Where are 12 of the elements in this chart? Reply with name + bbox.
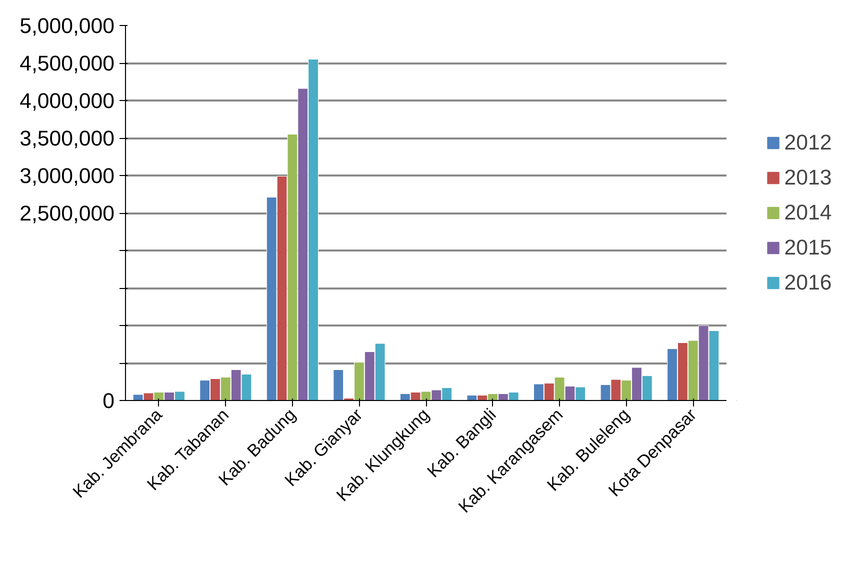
legend-label: 2014	[784, 200, 832, 225]
legend-label: 2015	[784, 235, 832, 260]
legend-label: 2012	[784, 130, 832, 155]
y-tick-label: 2,500,000	[20, 202, 115, 226]
y-tick-label: 0	[102, 389, 115, 413]
y-tick-label: 3,500,000	[20, 126, 115, 150]
legend-label: 2013	[784, 165, 832, 190]
y-tick-label: 5,000,000	[20, 14, 115, 38]
legend-label: 2016	[784, 270, 832, 295]
y-tick-label: 4,000,000	[20, 89, 115, 113]
y-tick-label: 3,000,000	[20, 164, 115, 188]
y-tick-label: 4,500,000	[20, 52, 115, 76]
